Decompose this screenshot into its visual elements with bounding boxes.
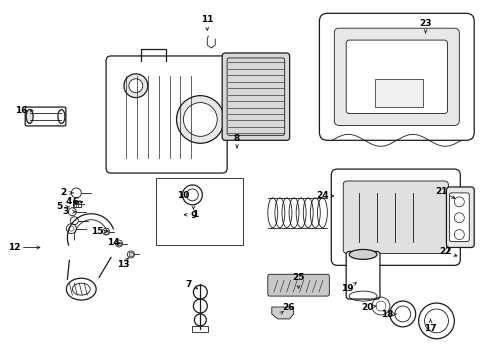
FancyBboxPatch shape <box>319 13 473 140</box>
Text: 4: 4 <box>65 197 71 206</box>
Bar <box>192 326 208 332</box>
FancyBboxPatch shape <box>267 274 328 296</box>
Text: 15: 15 <box>91 227 103 236</box>
Text: 26: 26 <box>282 302 294 311</box>
FancyBboxPatch shape <box>334 28 458 125</box>
FancyBboxPatch shape <box>446 187 473 247</box>
Circle shape <box>123 74 147 98</box>
FancyBboxPatch shape <box>448 193 468 242</box>
Text: 18: 18 <box>380 310 392 319</box>
Text: 17: 17 <box>424 324 436 333</box>
Bar <box>129 252 133 256</box>
FancyBboxPatch shape <box>343 181 447 253</box>
Circle shape <box>129 79 142 93</box>
Text: 14: 14 <box>106 238 119 247</box>
Ellipse shape <box>348 249 376 260</box>
Circle shape <box>183 103 217 136</box>
Text: 8: 8 <box>233 134 240 143</box>
FancyBboxPatch shape <box>222 53 289 140</box>
Text: 7: 7 <box>185 280 191 289</box>
FancyBboxPatch shape <box>106 56 226 173</box>
Text: 5: 5 <box>56 202 62 211</box>
Text: 21: 21 <box>434 188 447 197</box>
Text: 20: 20 <box>360 302 372 311</box>
Circle shape <box>176 96 224 143</box>
FancyBboxPatch shape <box>331 169 459 265</box>
Text: 2: 2 <box>60 188 66 197</box>
Bar <box>73 201 81 207</box>
Text: 12: 12 <box>7 243 20 252</box>
Text: 3: 3 <box>62 207 68 216</box>
Text: 23: 23 <box>419 19 431 28</box>
Text: 22: 22 <box>438 247 451 256</box>
Text: 11: 11 <box>201 15 213 24</box>
FancyBboxPatch shape <box>346 251 379 299</box>
Text: 10: 10 <box>177 192 189 201</box>
Text: 9: 9 <box>190 211 196 220</box>
Bar <box>374 79 422 107</box>
Text: 6: 6 <box>72 197 78 206</box>
Text: 16: 16 <box>16 106 28 115</box>
Text: 24: 24 <box>315 192 328 201</box>
Text: 1: 1 <box>192 210 198 219</box>
Ellipse shape <box>58 109 65 123</box>
Bar <box>155 178 243 246</box>
Bar <box>104 230 108 234</box>
Ellipse shape <box>26 109 33 123</box>
Text: 25: 25 <box>292 273 304 282</box>
FancyBboxPatch shape <box>25 107 66 126</box>
Polygon shape <box>271 307 293 319</box>
Text: 13: 13 <box>117 260 129 269</box>
Text: 19: 19 <box>340 284 353 293</box>
FancyBboxPatch shape <box>346 40 447 113</box>
Bar <box>117 242 121 246</box>
